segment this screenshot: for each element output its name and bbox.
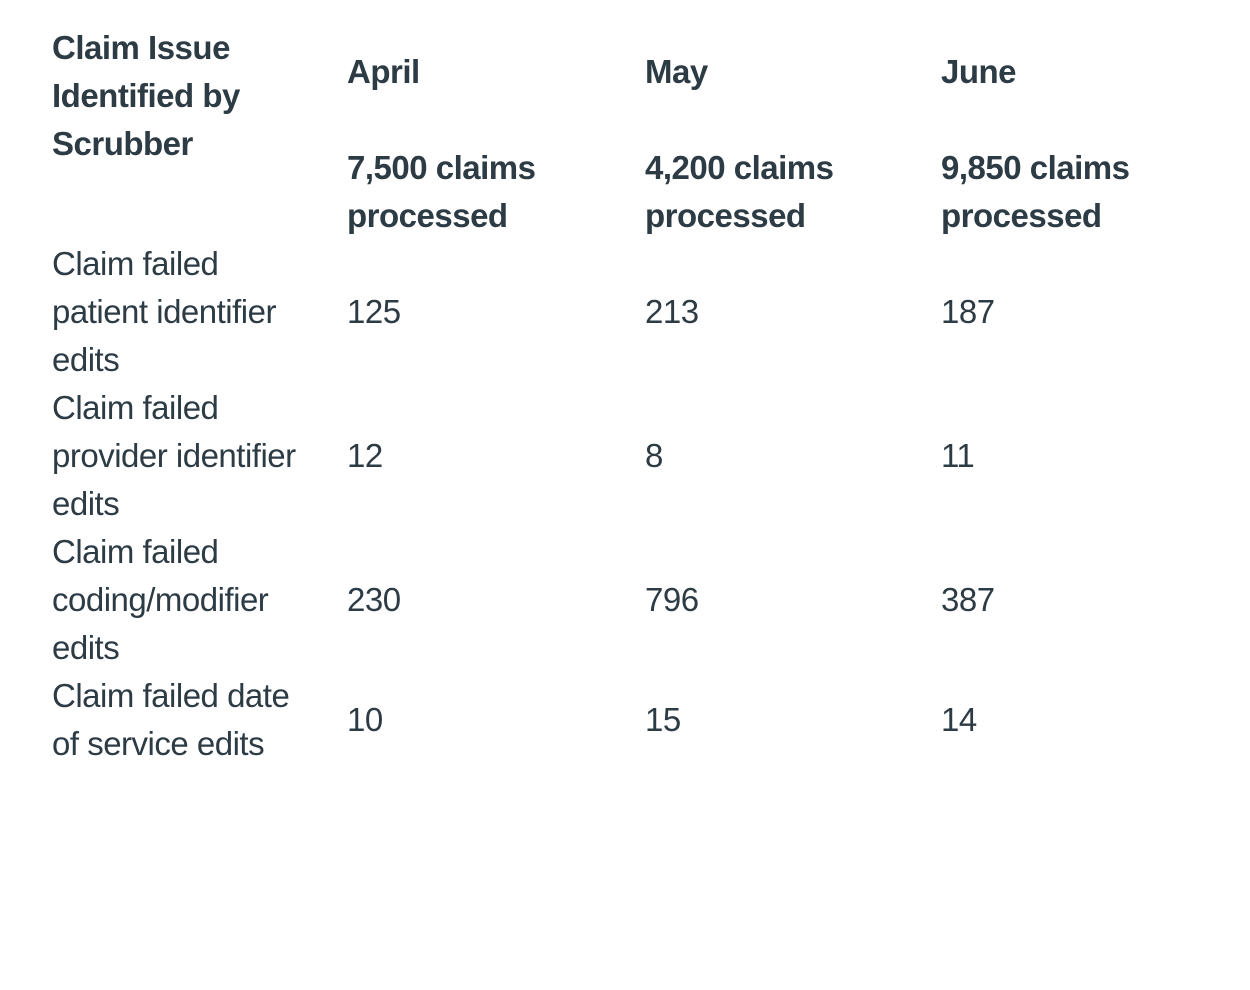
row-label-provider-identifier: Claim failed provider identifier edits xyxy=(52,389,296,522)
value-cell-april: 12 xyxy=(347,437,383,474)
claims-processed-june: 9,850 claims processed xyxy=(941,149,1130,234)
value-cell-may: 213 xyxy=(645,293,699,330)
value-cell-may: 796 xyxy=(645,581,699,618)
column-header-april: April 7,500 claims processed xyxy=(347,0,645,240)
month-label-may: May xyxy=(645,53,708,90)
claims-scrubber-table: Claim Issue Identified by Scrubber April… xyxy=(52,0,1238,768)
row-label-coding-modifier: Claim failed coding/modifier edits xyxy=(52,533,269,666)
value-cell-june: 187 xyxy=(941,293,995,330)
value-cell-june: 14 xyxy=(941,701,977,738)
claims-processed-april: 7,500 claims processed xyxy=(347,149,536,234)
claims-processed-may: 4,200 claims processed xyxy=(645,149,834,234)
row-label-patient-identifier: Claim failed patient identifier edits xyxy=(52,245,276,378)
value-cell-may: 8 xyxy=(645,437,663,474)
table-row-date-of-service: Claim failed date of service edits 10 15… xyxy=(52,672,1238,768)
value-cell-june: 11 xyxy=(941,437,975,474)
table-row-coding-modifier: Claim failed coding/modifier edits 230 7… xyxy=(52,528,1238,672)
table-row-patient-identifier: Claim failed patient identifier edits 12… xyxy=(52,240,1238,384)
table-row-provider-identifier: Claim failed provider identifier edits 1… xyxy=(52,384,1238,528)
month-label-june: June xyxy=(941,53,1017,90)
value-cell-april: 230 xyxy=(347,581,401,618)
column-header-june: June 9,850 claims processed xyxy=(941,0,1238,240)
row-label-cell: Claim failed patient identifier edits xyxy=(52,240,347,384)
month-label-april: April xyxy=(347,53,420,90)
column-header-may: May 4,200 claims processed xyxy=(645,0,941,240)
value-cell-may: 15 xyxy=(645,701,681,738)
value-cell-april: 125 xyxy=(347,293,401,330)
row-label-date-of-service: Claim failed date of service edits xyxy=(52,677,290,762)
value-cell-april: 10 xyxy=(347,701,383,738)
table-header-row: Claim Issue Identified by Scrubber April… xyxy=(52,0,1238,240)
value-cell-june: 387 xyxy=(941,581,995,618)
row-label-cell: Claim failed provider identifier edits xyxy=(52,384,347,528)
issue-column-header-label: Claim Issue Identified by Scrubber xyxy=(52,29,240,162)
issue-column-header: Claim Issue Identified by Scrubber xyxy=(52,0,347,240)
row-label-cell: Claim failed coding/modifier edits xyxy=(52,528,347,672)
row-label-cell: Claim failed date of service edits xyxy=(52,672,347,768)
